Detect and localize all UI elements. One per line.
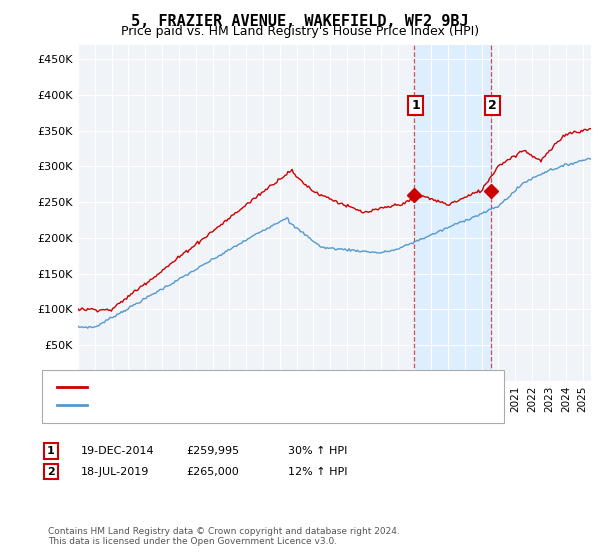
Text: 12% ↑ HPI: 12% ↑ HPI xyxy=(288,466,347,477)
Text: HPI: Average price, detached house, Wakefield: HPI: Average price, detached house, Wake… xyxy=(93,400,337,410)
Text: Price paid vs. HM Land Registry's House Price Index (HPI): Price paid vs. HM Land Registry's House … xyxy=(121,25,479,38)
Text: 18-JUL-2019: 18-JUL-2019 xyxy=(81,466,149,477)
Text: 2: 2 xyxy=(47,466,55,477)
Text: £265,000: £265,000 xyxy=(186,466,239,477)
Text: £259,995: £259,995 xyxy=(186,446,239,456)
Text: 1: 1 xyxy=(47,446,55,456)
Text: Contains HM Land Registry data © Crown copyright and database right 2024.
This d: Contains HM Land Registry data © Crown c… xyxy=(48,526,400,546)
Bar xyxy=(414,45,491,381)
Text: 5, FRAZIER AVENUE, WAKEFIELD, WF2 9BJ (detached house): 5, FRAZIER AVENUE, WAKEFIELD, WF2 9BJ (d… xyxy=(93,382,405,392)
Text: 2: 2 xyxy=(488,99,497,112)
Text: 1: 1 xyxy=(411,99,420,112)
Text: 5, FRAZIER AVENUE, WAKEFIELD, WF2 9BJ: 5, FRAZIER AVENUE, WAKEFIELD, WF2 9BJ xyxy=(131,14,469,29)
Text: 30% ↑ HPI: 30% ↑ HPI xyxy=(288,446,347,456)
Text: 19-DEC-2014: 19-DEC-2014 xyxy=(81,446,155,456)
